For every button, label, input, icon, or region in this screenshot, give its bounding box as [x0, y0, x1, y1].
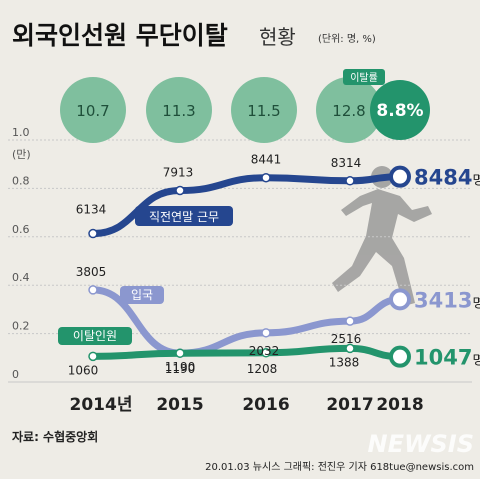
series-tag — [120, 286, 164, 304]
series-point — [345, 343, 355, 354]
credit-note: 20.01.03 뉴시스 그래픽: 전진우 기자 618tue@newsis.c… — [205, 461, 474, 473]
series-point — [261, 348, 271, 358]
rates-layer: 10.7 11.3 11.5 12.8 8.8% 이탈률 — [60, 69, 430, 143]
y-tick-label: 0.8 — [12, 174, 30, 187]
watermark-logo: NEWSIS — [368, 430, 474, 458]
legend-label: 입국 — [131, 288, 153, 302]
series-point — [261, 328, 271, 338]
x-tick-label: 2018 — [376, 395, 423, 415]
y-tick-label: 0.6 — [12, 223, 30, 236]
data-label: 8441 — [251, 153, 282, 167]
y-tick-label: 0 — [12, 368, 19, 381]
data-label: 1190 — [165, 360, 196, 374]
rate-label: 11.3 — [162, 102, 195, 120]
series-point-last — [389, 165, 411, 188]
rate-badge — [343, 69, 385, 85]
series-tag — [58, 327, 132, 345]
chart-title-suffix: 현황 — [259, 25, 296, 49]
axis-layer: 0 0.2 0.4 0.6 0.8 1.0 (만) 2014년 2015 2016 2017 2018 — [12, 126, 424, 415]
chart-title: 외국인선원 무단이탈 — [12, 21, 228, 50]
data-label-last: 8484명 — [414, 166, 480, 190]
data-label: 2032 — [249, 344, 280, 358]
x-tick-label: 2014년 — [70, 395, 133, 415]
series-point — [88, 228, 98, 239]
y-tick-label: 1.0 — [12, 126, 30, 139]
unit-note: (단위: 명, %) — [318, 32, 376, 45]
y-axis-label: (만) — [12, 148, 31, 161]
data-label: 6134 — [76, 203, 107, 217]
series-point — [345, 316, 355, 326]
data-label: 1060 — [68, 363, 99, 377]
y-tick-label: 0.2 — [12, 320, 30, 333]
x-tick-label: 2015 — [156, 395, 203, 415]
series-tag — [135, 206, 233, 226]
source-note: 자료: 수협중앙회 — [12, 429, 98, 444]
rate-label: 10.7 — [76, 102, 109, 120]
series-line — [89, 286, 404, 357]
series-point — [175, 348, 185, 358]
data-label: 1208 — [247, 362, 278, 376]
data-label: 1190 — [165, 362, 196, 376]
rate-circle — [316, 77, 382, 143]
data-label: 2516 — [331, 332, 362, 346]
x-tick-label: 2017 — [326, 395, 373, 415]
rate-circle — [231, 77, 297, 143]
series-point — [261, 172, 271, 183]
rate-circle — [146, 77, 212, 143]
legend-label: 직전연말 근무 — [149, 210, 219, 224]
series-point — [88, 285, 98, 295]
series-point — [175, 185, 185, 196]
data-label-last: 3413명 — [414, 288, 480, 312]
data-label: 7913 — [163, 166, 194, 180]
series-point — [345, 176, 355, 186]
series-point-last — [389, 288, 411, 311]
series-point — [88, 351, 98, 362]
rate-label: 11.5 — [247, 102, 280, 120]
legend-label: 이탈인원 — [73, 329, 117, 343]
y-tick-label: 0.4 — [12, 271, 30, 284]
data-label-last: 1047명 — [414, 346, 480, 370]
data-label: 3805 — [76, 265, 107, 279]
rate-circle — [370, 80, 430, 140]
rate-label: 8.8% — [376, 101, 423, 121]
data-label: 1388 — [329, 355, 360, 369]
data-label: 8314 — [331, 156, 362, 170]
x-tick-label: 2016 — [242, 395, 289, 415]
series-point-last — [389, 345, 411, 368]
rate-badge-label: 이탈률 — [350, 71, 378, 84]
rate-label: 12.8 — [332, 102, 365, 120]
rate-circle — [60, 77, 126, 143]
